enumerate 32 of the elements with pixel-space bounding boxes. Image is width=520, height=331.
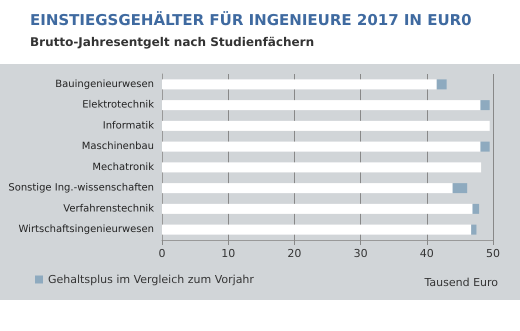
- bar: [162, 79, 437, 90]
- y-tick-label: Mechatronik: [92, 162, 154, 173]
- legend-label: Gehaltsplus im Vergleich zum Vorjahr: [48, 273, 254, 286]
- bar: [162, 204, 472, 214]
- y-tick-label: Maschinenbau: [82, 141, 154, 152]
- bar: [472, 204, 480, 214]
- x-tick-label: 0: [158, 247, 166, 260]
- y-tick-label: Bauingenieurwesen: [55, 78, 154, 90]
- bar: [162, 100, 480, 110]
- chart-title: EINSTIEGSGEHÄLTER FÜR INGENIEURE 2017 IN EUR0: [30, 11, 472, 29]
- bar: [471, 224, 476, 235]
- bar: [436, 79, 447, 90]
- x-tick-label: 40: [420, 247, 434, 260]
- x-tick-label: 20: [287, 247, 302, 260]
- bar: [162, 224, 472, 235]
- bar: [452, 183, 468, 194]
- bar: [480, 100, 490, 110]
- bar: [162, 183, 453, 194]
- bar: [480, 142, 490, 152]
- x-tick-label: 10: [221, 247, 236, 260]
- y-tick-label: Informatik: [102, 120, 154, 132]
- bar: [162, 142, 480, 152]
- y-tick-label: Verfahrenstechnik: [63, 203, 154, 214]
- y-tick-label: Wirtschaftsingenieurwesen: [18, 224, 154, 236]
- y-tick-label: Sonstige Ing.-wissenschaften: [8, 182, 154, 194]
- x-tick-label: 30: [354, 247, 368, 260]
- bar: [162, 162, 482, 172]
- bar: [162, 120, 490, 131]
- y-tick-label: Elektrotechnik: [82, 100, 154, 111]
- x-axis-title: Tausend Euro: [424, 276, 498, 289]
- x-tick-label: 50: [486, 247, 500, 260]
- chart-subtitle: Brutto-Jahresentgelt nach Studienfächern: [30, 35, 314, 49]
